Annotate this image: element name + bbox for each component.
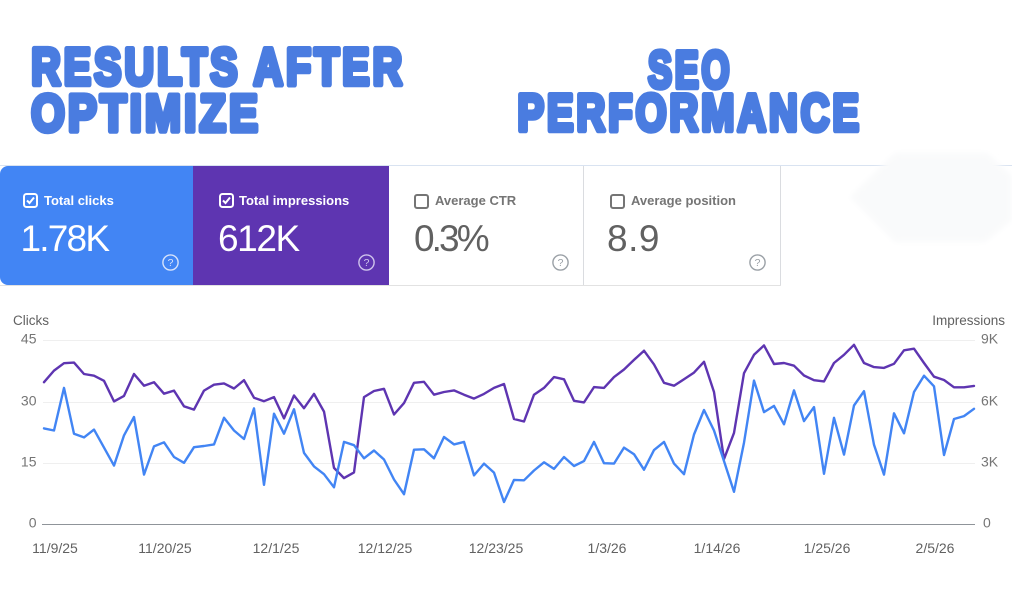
svg-text:45: 45 <box>21 331 37 347</box>
svg-text:SEO: SEO <box>648 42 732 99</box>
svg-text:PERFORMANCE: PERFORMANCE <box>518 83 863 141</box>
svg-text:Impressions: Impressions <box>932 313 1005 328</box>
svg-text:0: 0 <box>29 515 37 531</box>
svg-text:3K: 3K <box>981 454 999 470</box>
svg-text:6K: 6K <box>981 393 999 409</box>
svg-text:1/3/26: 1/3/26 <box>588 540 627 556</box>
svg-text:?: ? <box>754 257 760 269</box>
svg-text:11/20/25: 11/20/25 <box>138 540 192 556</box>
svg-text:?: ? <box>557 257 563 269</box>
svg-text:OPTIMIZE: OPTIMIZE <box>31 85 261 143</box>
svg-text:RESULTS AFTER: RESULTS AFTER <box>31 38 405 96</box>
svg-text:15: 15 <box>21 454 37 470</box>
svg-text:Clicks: Clicks <box>13 313 49 328</box>
svg-text:12/1/25: 12/1/25 <box>253 540 300 556</box>
svg-text:2/5/26: 2/5/26 <box>916 540 955 556</box>
svg-text:30: 30 <box>21 393 37 409</box>
svg-text:12/12/25: 12/12/25 <box>358 540 413 556</box>
svg-text:12/23/25: 12/23/25 <box>469 540 524 556</box>
svg-text:1/14/26: 1/14/26 <box>694 540 741 556</box>
svg-text:?: ? <box>167 257 173 269</box>
svg-text:9K: 9K <box>981 331 999 347</box>
svg-text:11/9/25: 11/9/25 <box>32 540 78 556</box>
svg-text:0: 0 <box>983 515 991 531</box>
svg-text:1/25/26: 1/25/26 <box>804 540 851 556</box>
svg-text:?: ? <box>363 257 369 269</box>
